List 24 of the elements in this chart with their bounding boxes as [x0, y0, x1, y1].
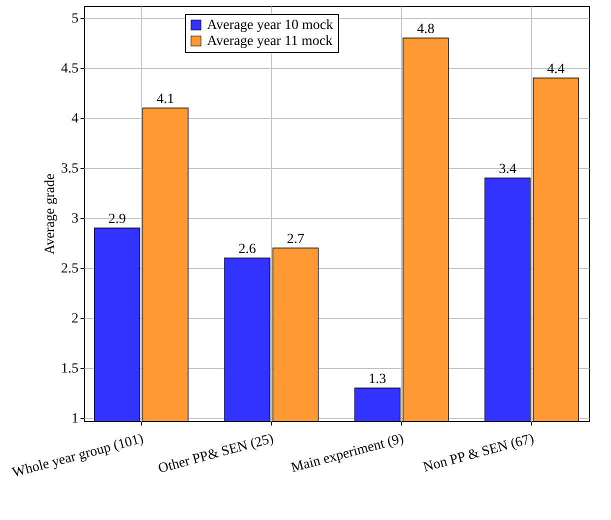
y-tick-label: 1 [72, 412, 78, 426]
x-tick-label: Whole year group (101) [10, 431, 146, 481]
data-label: 2.6 [238, 242, 256, 257]
data-label: 3.4 [498, 162, 516, 177]
x-tick-label: Non PP & SEN (67) [422, 431, 536, 476]
legend-label: Average year 11 mock [207, 34, 333, 49]
y-tick-label: 3.5 [61, 162, 78, 176]
y-tick-label: 2 [72, 312, 78, 326]
data-label: 1.3 [368, 372, 386, 387]
data-label: 4.1 [156, 92, 174, 107]
y-tick-label: 4.5 [61, 62, 78, 76]
x-tick-label: Other PP& SEN (25) [156, 431, 276, 477]
data-label: 4.4 [547, 62, 565, 77]
data-label: 4.8 [416, 22, 434, 37]
x-tick-label: Main experiment (9) [290, 431, 406, 476]
y-tick-label: 4 [72, 112, 78, 126]
data-label: 2.9 [108, 212, 126, 227]
y-axis-title: Average grade [43, 174, 58, 254]
y-tick-label: 1.5 [61, 362, 78, 376]
y-tick-label: 2.5 [61, 262, 78, 276]
data-label: 2.7 [286, 232, 304, 247]
legend-label: Average year 10 mock [207, 18, 334, 33]
y-tick-label: 3 [72, 212, 78, 226]
y-tick-label: 5 [72, 12, 78, 26]
